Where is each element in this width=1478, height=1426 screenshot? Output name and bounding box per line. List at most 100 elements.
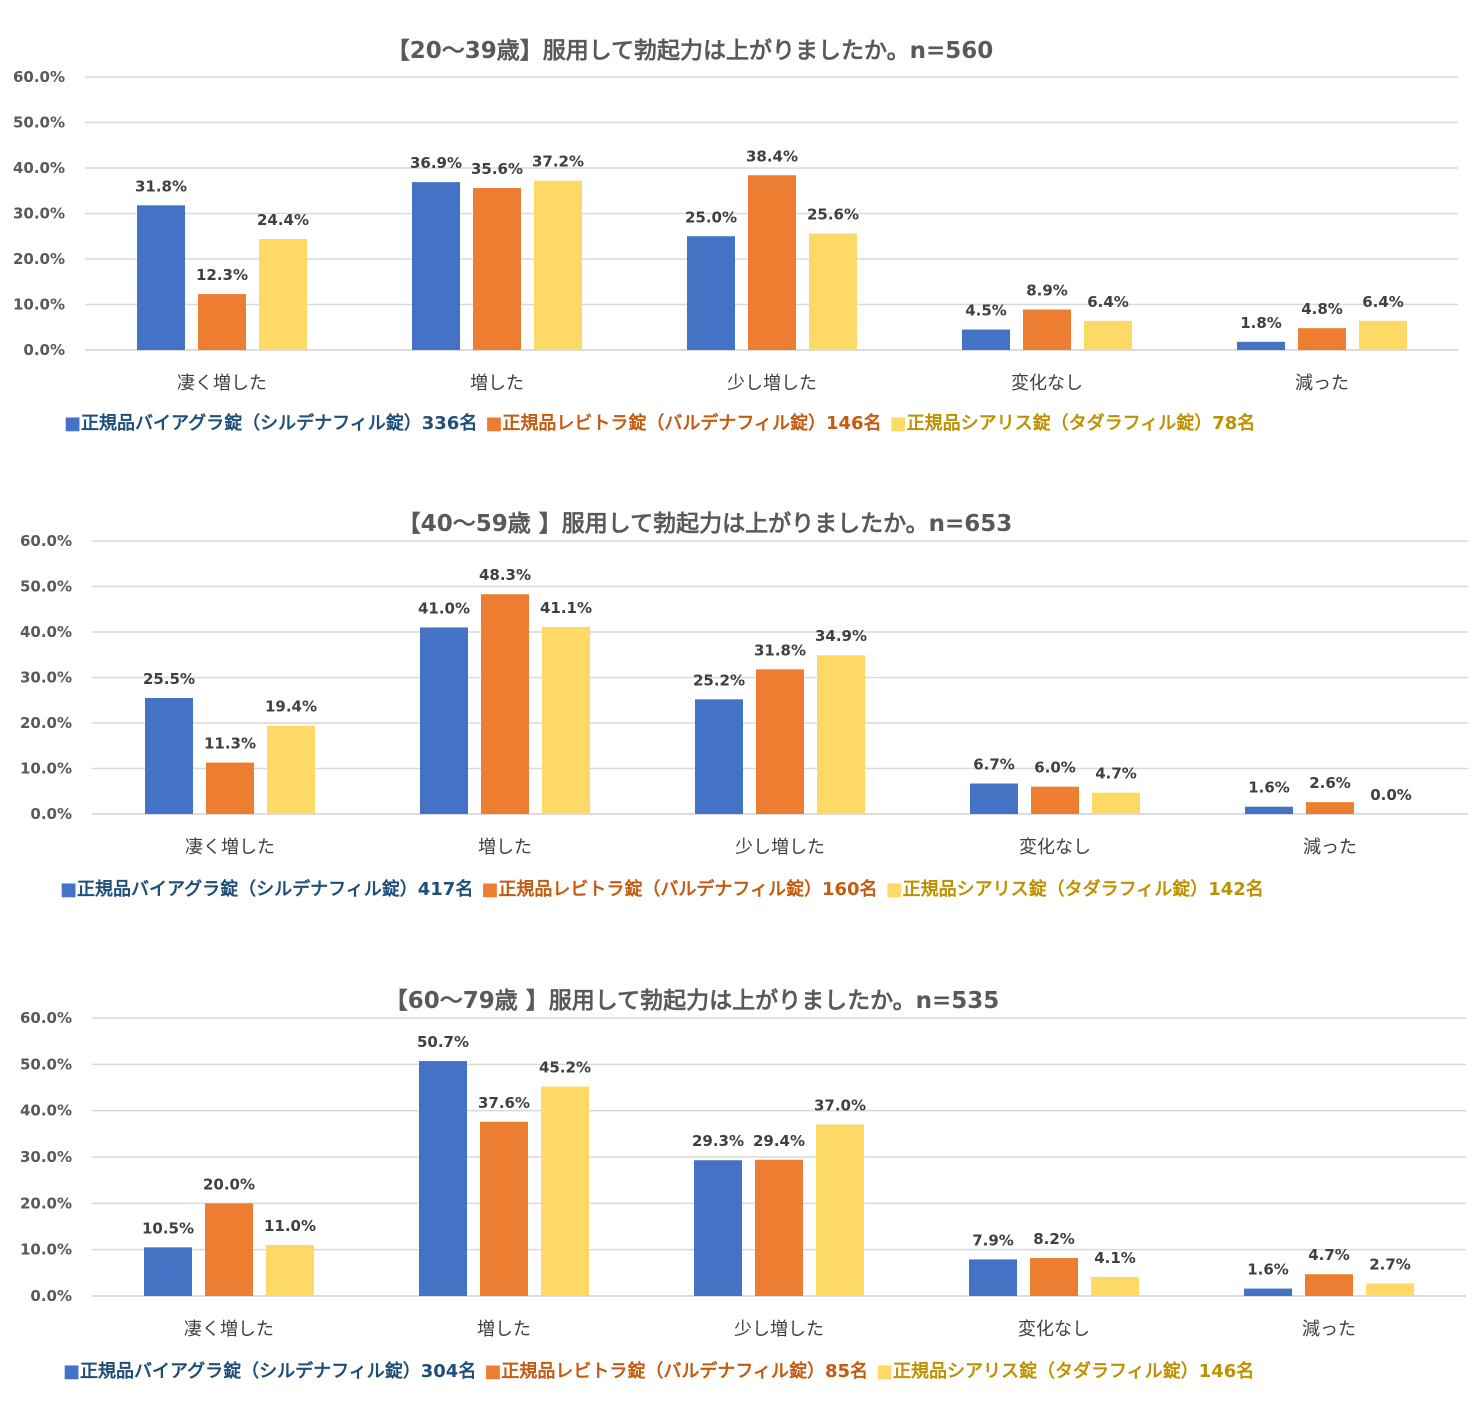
- bar: [1092, 792, 1140, 814]
- legend-swatch-icon: ■: [481, 879, 498, 900]
- x-category-label: 減った: [1295, 373, 1349, 394]
- data-label: 11.0%: [264, 1217, 316, 1235]
- data-label: 48.3%: [479, 566, 531, 584]
- y-tick-label: 0.0%: [23, 341, 65, 359]
- bar: [267, 725, 315, 814]
- x-category-label: 凄く増した: [185, 837, 275, 858]
- y-tick-label: 50.0%: [20, 1055, 72, 1073]
- y-tick-label: 0.0%: [30, 805, 72, 823]
- bar: [144, 1247, 192, 1296]
- bar: [1306, 802, 1354, 814]
- data-label: 41.1%: [540, 599, 592, 617]
- chart-title: 【20〜39歳】服用して勃起力は上がりましたか。n=560: [387, 37, 994, 64]
- data-label: 25.6%: [807, 206, 859, 224]
- legend-swatch-icon: ■: [876, 1361, 893, 1382]
- data-label: 10.5%: [142, 1219, 194, 1237]
- bar: [809, 233, 857, 350]
- bar: [1091, 1277, 1139, 1296]
- legend-swatch-icon: ■: [886, 879, 903, 900]
- x-category-label: 変化なし: [1019, 837, 1091, 858]
- bar: [969, 1259, 1017, 1296]
- bar: [695, 699, 743, 814]
- x-category-label: 少し増した: [727, 373, 817, 394]
- data-label: 31.8%: [135, 177, 187, 195]
- bar: [266, 1245, 314, 1296]
- x-category-label: 減った: [1302, 1319, 1356, 1340]
- bar: [970, 783, 1018, 814]
- bar: [1366, 1283, 1414, 1296]
- x-category-label: 増した: [477, 1319, 531, 1340]
- bar: [541, 1086, 589, 1296]
- chart-title: 【60〜79歳 】服用して勃起力は上がりましたか。n=535: [385, 987, 1000, 1014]
- legend-entry: 正規品バイアグラ錠（シルデナフィル錠）336名: [81, 412, 477, 434]
- legend: ■正規品バイアグラ錠（シルデナフィル錠）417名 ■正規品レビトラ錠（バルデナフィ…: [60, 878, 1264, 900]
- legend-entry: 正規品シアリス錠（タダラフィル錠）78名: [907, 412, 1256, 434]
- data-label: 1.8%: [1240, 314, 1282, 332]
- legend-entry: 正規品レビトラ錠（バルデナフィル錠）146名: [502, 412, 881, 434]
- data-label: 11.3%: [204, 735, 256, 753]
- data-label: 6.4%: [1362, 293, 1404, 311]
- bar: [816, 1124, 864, 1296]
- data-label: 45.2%: [539, 1059, 591, 1077]
- chart-1: 【20〜39歳】服用して勃起力は上がりましたか。n=560 0.0% 10.0% 20…: [13, 37, 1458, 434]
- data-label: 4.7%: [1308, 1246, 1350, 1264]
- data-label: 35.6%: [471, 160, 523, 178]
- bar: [687, 236, 735, 350]
- bar: [756, 669, 804, 814]
- y-tick-label: 40.0%: [20, 623, 72, 641]
- data-label: 24.4%: [257, 211, 309, 229]
- data-label: 4.1%: [1094, 1249, 1136, 1267]
- bar: [748, 175, 796, 350]
- legend-entry: 正規品シアリス錠（タダラフィル錠）146名: [893, 1360, 1254, 1382]
- x-category-label: 変化なし: [1018, 1319, 1090, 1340]
- legend-entry: 正規品シアリス錠（タダラフィル錠）142名: [903, 878, 1264, 900]
- bar: [1023, 309, 1071, 350]
- y-tick-label: 40.0%: [13, 159, 65, 177]
- legend-entry: 正規品バイアグラ錠（シルデナフィル錠）304名: [80, 1360, 476, 1382]
- legend-swatch-icon: ■: [484, 1361, 501, 1382]
- bar: [1084, 320, 1132, 350]
- legend-swatch-icon: ■: [485, 413, 502, 434]
- data-label: 1.6%: [1248, 779, 1290, 797]
- legend-swatch-icon: ■: [60, 879, 77, 900]
- bar: [205, 1203, 253, 1296]
- y-tick-label: 10.0%: [20, 1241, 72, 1259]
- bar: [145, 697, 193, 814]
- data-label: 31.8%: [754, 641, 806, 659]
- data-label: 37.2%: [532, 153, 584, 171]
- x-category-label: 変化なし: [1011, 373, 1083, 394]
- data-label: 25.2%: [693, 671, 745, 689]
- x-category-label: 増した: [470, 373, 524, 394]
- y-tick-label: 50.0%: [13, 114, 65, 132]
- y-tick-label: 60.0%: [20, 532, 72, 550]
- bar: [694, 1160, 742, 1296]
- data-label: 36.9%: [410, 154, 462, 172]
- bar: [1030, 1258, 1078, 1296]
- legend-entry: 正規品レビトラ錠（バルデナフィル錠）160名: [498, 878, 877, 900]
- bar: [1237, 341, 1285, 350]
- y-tick-label: 0.0%: [30, 1287, 72, 1305]
- bar: [419, 1061, 467, 1296]
- data-label: 37.0%: [814, 1097, 866, 1115]
- bar: [206, 762, 254, 814]
- y-tick-label: 30.0%: [13, 205, 65, 223]
- y-tick-label: 40.0%: [20, 1102, 72, 1120]
- bar: [1244, 1288, 1292, 1296]
- x-category-label: 少し増した: [734, 1319, 824, 1340]
- legend-entry: 正規品レビトラ錠（バルデナフィル錠）85名: [501, 1360, 868, 1382]
- x-category-label: 凄く増した: [177, 373, 267, 394]
- bar: [137, 205, 185, 350]
- y-tick-label: 50.0%: [20, 578, 72, 596]
- bar: [481, 594, 529, 814]
- data-label: 34.9%: [815, 627, 867, 645]
- chart-2: 【40〜59歳 】服用して勃起力は上がりましたか。n=653 0.0% 10.0% 2…: [20, 510, 1468, 900]
- bar: [480, 1121, 528, 1296]
- data-label: 6.4%: [1087, 293, 1129, 311]
- bar: [198, 294, 246, 350]
- bar: [1359, 320, 1407, 350]
- data-label: 6.0%: [1034, 759, 1076, 777]
- y-tick-label: 20.0%: [20, 1194, 72, 1212]
- y-tick-label: 10.0%: [20, 760, 72, 778]
- legend: ■正規品バイアグラ錠（シルデナフィル錠）304名 ■正規品レビトラ錠（バルデナフィ…: [63, 1360, 1254, 1382]
